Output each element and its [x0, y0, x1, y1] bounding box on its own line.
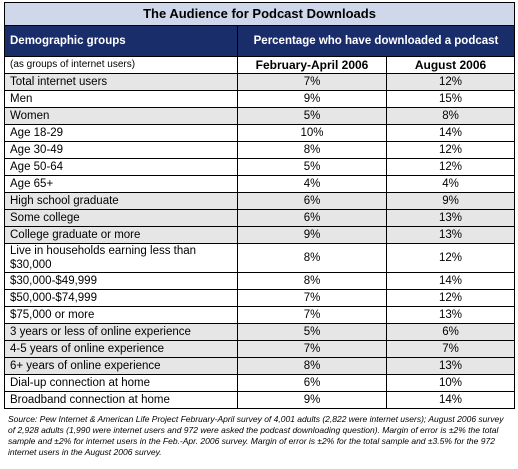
table-row: $30,000-$49,999 8% 14% [4, 272, 516, 290]
value-aug-2006: 12% [385, 141, 516, 159]
value-aug-2006: 12% [385, 73, 516, 91]
value-aug-2006: 13% [385, 306, 516, 324]
table-row: Age 18-29 10% 14% [4, 124, 516, 142]
row-label: $30,000-$49,999 [4, 272, 238, 290]
value-aug-2006: 13% [385, 357, 516, 375]
row-label: High school graduate [4, 192, 238, 210]
row-label: 3 years or less of online experience [4, 323, 238, 341]
value-feb-apr-2006: 8% [237, 357, 387, 375]
value-aug-2006: 12% [385, 289, 516, 307]
value-aug-2006: 14% [385, 272, 516, 290]
row-label: College graduate or more [4, 226, 238, 244]
subgroup-label: (as groups of internet users) [4, 56, 238, 74]
table-row: Broadband connection at home 9% 14% [4, 391, 516, 409]
value-feb-apr-2006: 7% [237, 73, 387, 91]
value-feb-apr-2006: 4% [237, 175, 387, 193]
row-label: Dial-up connection at home [4, 374, 238, 392]
value-aug-2006: 13% [385, 226, 516, 244]
groups-header: Demographic groups [4, 25, 238, 57]
value-feb-apr-2006: 9% [237, 226, 387, 244]
table-row: Men 9% 15% [4, 90, 516, 108]
table-row: College graduate or more 9% 13% [4, 226, 516, 244]
value-feb-apr-2006: 7% [237, 306, 387, 324]
row-label: 6+ years of online experience [4, 357, 238, 375]
table-row: Total internet users 7% 12% [4, 73, 516, 91]
value-feb-apr-2006: 10% [237, 124, 387, 142]
table-row: 3 years or less of online experience 5% 6% [4, 323, 516, 341]
table-row: Live in households earning less than $30… [4, 243, 516, 273]
table-row: 6+ years of online experience 8% 13% [4, 357, 516, 375]
table-title: The Audience for Podcast Downloads [3, 2, 516, 26]
value-aug-2006: 13% [385, 209, 516, 227]
value-aug-2006: 7% [385, 340, 516, 358]
row-label: Women [4, 107, 238, 125]
percentage-header: Percentage who have downloaded a podcast [236, 25, 516, 57]
value-aug-2006: 8% [385, 107, 516, 125]
row-label: Age 30-49 [4, 141, 238, 159]
value-aug-2006: 10% [385, 374, 516, 392]
row-label: 4-5 years of online experience [4, 340, 238, 358]
row-label: $75,000 or more [4, 306, 238, 324]
title-row: The Audience for Podcast Downloads [3, 2, 516, 26]
table-row: Age 30-49 8% 12% [4, 141, 516, 159]
table-row: Dial-up connection at home 6% 10% [4, 374, 516, 392]
row-label: Broadband connection at home [4, 391, 238, 409]
col-aug-2006: August 2006 [385, 56, 516, 74]
value-feb-apr-2006: 6% [237, 374, 387, 392]
value-aug-2006: 6% [385, 323, 516, 341]
header-row: Demographic groups Percentage who have d… [4, 25, 516, 57]
value-aug-2006: 14% [385, 124, 516, 142]
value-aug-2006: 9% [385, 192, 516, 210]
subheader-row: (as groups of internet users) February-A… [4, 56, 516, 74]
table-row: 4-5 years of online experience 7% 7% [4, 340, 516, 358]
col-feb-apr-2006: February-April 2006 [237, 56, 387, 74]
row-label: Men [4, 90, 238, 108]
value-feb-apr-2006: 7% [237, 289, 387, 307]
table-row: $75,000 or more 7% 13% [4, 306, 516, 324]
row-label: $50,000-$74,999 [4, 289, 238, 307]
value-aug-2006: 15% [385, 90, 516, 108]
value-feb-apr-2006: 6% [237, 209, 387, 227]
row-label: Live in households earning less than $30… [4, 243, 238, 273]
podcast-table-frame: The Audience for Podcast Downloads Demog… [3, 2, 516, 409]
table-row: Some college 6% 13% [4, 209, 516, 227]
row-label: Age 18-29 [4, 124, 238, 142]
value-feb-apr-2006: 9% [237, 391, 387, 409]
value-feb-apr-2006: 5% [237, 323, 387, 341]
table-row: High school graduate 6% 9% [4, 192, 516, 210]
podcast-audience-table: The Audience for Podcast Downloads Demog… [3, 2, 516, 409]
value-feb-apr-2006: 8% [237, 243, 387, 273]
row-label: Some college [4, 209, 238, 227]
value-feb-apr-2006: 6% [237, 192, 387, 210]
value-aug-2006: 4% [385, 175, 516, 193]
value-aug-2006: 12% [385, 243, 516, 273]
value-feb-apr-2006: 5% [237, 107, 387, 125]
table-row: Age 50-64 5% 12% [4, 158, 516, 176]
value-feb-apr-2006: 9% [237, 90, 387, 108]
value-feb-apr-2006: 7% [237, 340, 387, 358]
table-body: Total internet users 7% 12% Men 9% 15% Women 5%… [4, 73, 516, 409]
row-label: Age 65+ [4, 175, 238, 193]
table-row: Age 65+ 4% 4% [4, 175, 516, 193]
table-row: $50,000-$74,999 7% 12% [4, 289, 516, 307]
source-note: Source: Pew Internet & American Life Pro… [8, 414, 504, 457]
value-feb-apr-2006: 8% [237, 272, 387, 290]
value-aug-2006: 14% [385, 391, 516, 409]
value-feb-apr-2006: 5% [237, 158, 387, 176]
value-aug-2006: 12% [385, 158, 516, 176]
row-label: Age 50-64 [4, 158, 238, 176]
row-label: Total internet users [4, 73, 238, 91]
value-feb-apr-2006: 8% [237, 141, 387, 159]
table-row: Women 5% 8% [4, 107, 516, 125]
